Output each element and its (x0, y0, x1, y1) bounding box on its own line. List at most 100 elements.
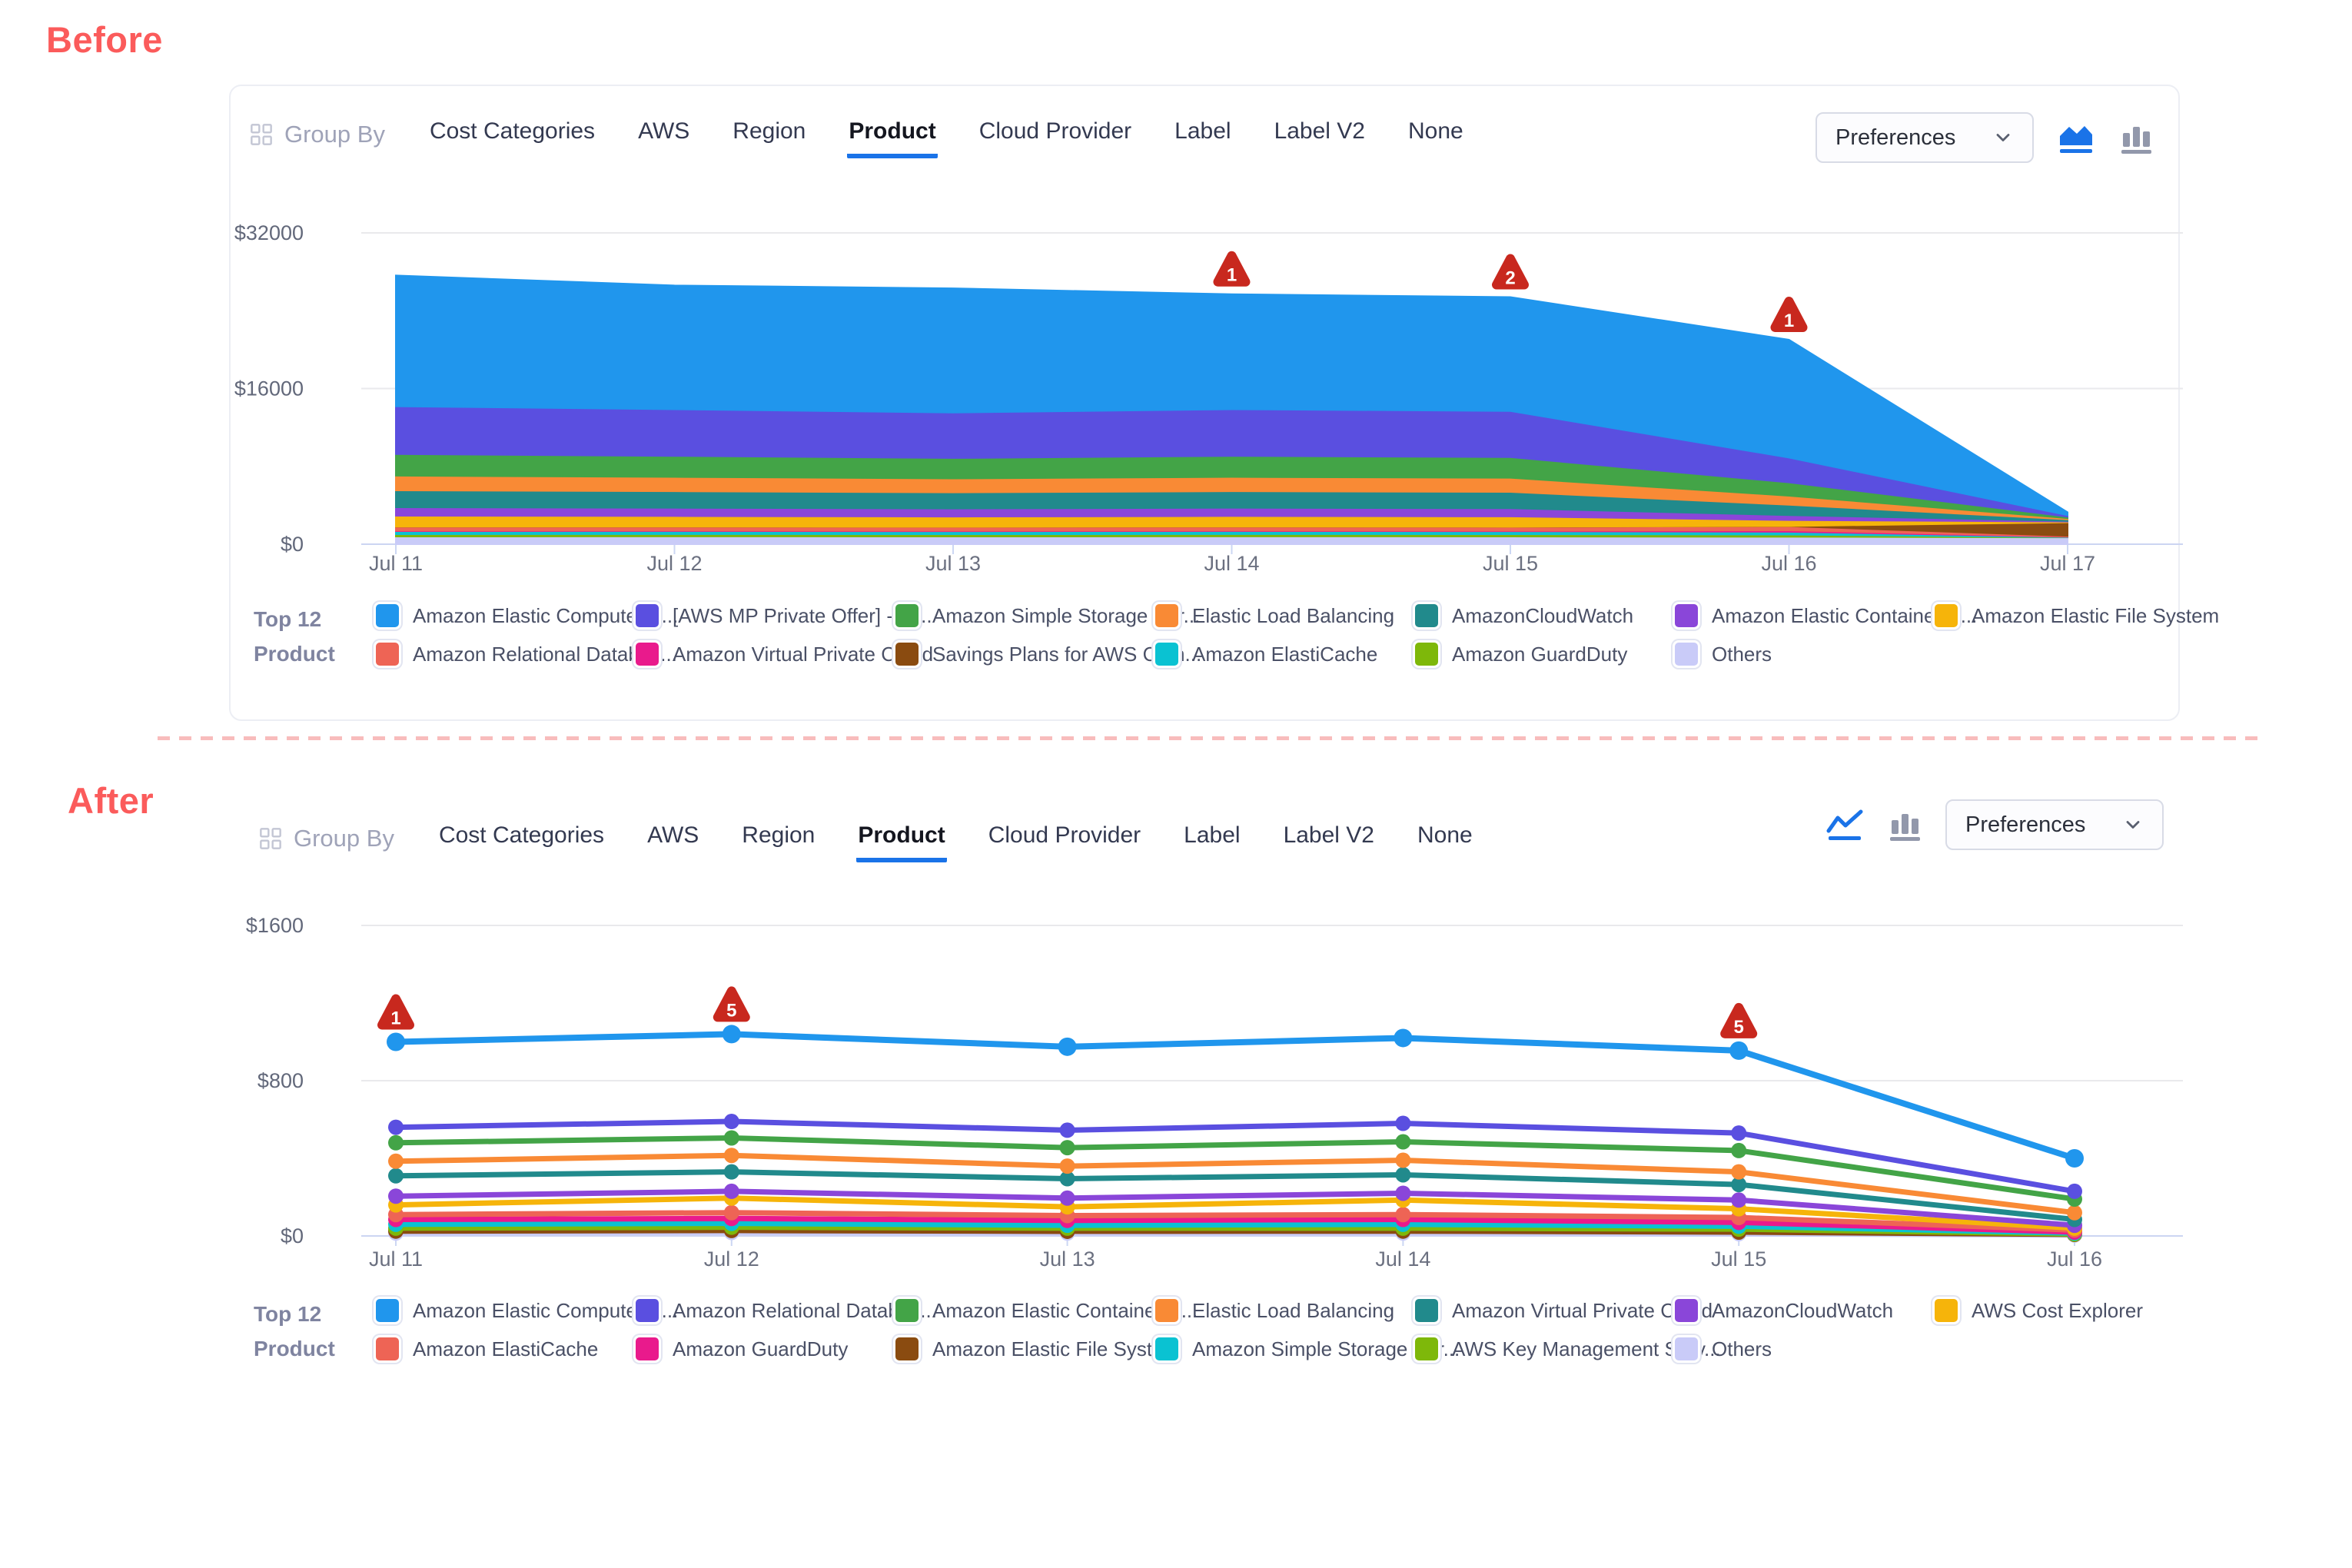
data-point (1731, 1164, 1747, 1180)
legend-item[interactable]: Amazon Simple Storage Ser... (1153, 1335, 1460, 1363)
tab-label[interactable]: Label (1174, 118, 1231, 144)
data-point (1395, 1167, 1411, 1183)
legend-item[interactable]: AWS Cost Explorer (1932, 1297, 2192, 1324)
legend-item[interactable]: Amazon Relational Databas... (633, 1297, 937, 1324)
legend-item[interactable]: Amazon Elastic Compute Cl... (374, 602, 678, 630)
legend-label: [AWS MP Private Offer] - M... (673, 603, 932, 627)
line-series-amazon-relational-databas- (393, 1118, 2078, 1194)
preferences-label: Preferences (1835, 125, 1956, 150)
legend-swatch (1932, 1297, 1960, 1324)
warning-count: 1 (390, 1008, 400, 1029)
x-axis-tick-label: Jul 14 (1204, 552, 1259, 575)
tab-none[interactable]: None (1417, 822, 1473, 848)
legend-item[interactable]: [AWS MP Private Offer] - M... (633, 602, 932, 630)
legend-item[interactable]: Amazon Elastic Container S... (1673, 602, 1977, 630)
bar-chart-icon[interactable] (2118, 121, 2154, 154)
tab-product[interactable]: Product (856, 815, 947, 862)
legend-item[interactable]: AmazonCloudWatch (1413, 602, 1673, 630)
legend-grid: Amazon Elastic Compute Cl... Amazon Relat… (374, 1291, 2192, 1368)
tab-product[interactable]: Product (847, 111, 938, 158)
legend-item[interactable]: AWS Key Management Serv... (1413, 1335, 1721, 1363)
warning-badge[interactable]: 2 (1492, 254, 1529, 290)
legend-item[interactable]: Amazon ElastiCache (1153, 640, 1413, 668)
data-point (388, 1188, 404, 1204)
warning-badge[interactable]: 1 (377, 994, 414, 1030)
legend-label: Amazon Virtual Private Cloud (1452, 1298, 1713, 1322)
legend-item[interactable]: Savings Plans for AWS Com... (893, 640, 1201, 668)
tab-region[interactable]: Region (742, 822, 816, 848)
tab-label-v2[interactable]: Label V2 (1283, 822, 1374, 848)
legend-swatch (1153, 640, 1181, 668)
area-chart-icon[interactable] (2057, 121, 2095, 154)
legend-swatch (1673, 602, 1700, 630)
line-series-amazon-virtual-private-cloud (393, 1169, 2078, 1223)
warning-badge[interactable]: 1 (1213, 251, 1251, 287)
bar-chart-icon[interactable] (1887, 808, 1922, 842)
legend-item[interactable]: Amazon Relational Databas... (374, 640, 677, 668)
area-series-amazon-elastic-compute-cl- (395, 274, 2068, 517)
legend-item[interactable]: Amazon ElastiCache (374, 1335, 633, 1363)
legend-item[interactable]: Amazon Elastic File System (1932, 602, 2219, 630)
legend-label: Elastic Load Balancing (1192, 1298, 1395, 1322)
data-point (723, 1148, 739, 1164)
tab-cloud-provider[interactable]: Cloud Provider (988, 822, 1141, 848)
group-by-tabs: Cost Categories AWS Region Product Cloud Pro… (437, 815, 1474, 862)
data-point (2065, 1149, 2084, 1168)
tab-label-v2[interactable]: Label V2 (1274, 118, 1365, 144)
x-axis-tick-label: Jul 11 (369, 1247, 423, 1271)
warning-badge[interactable]: 5 (1720, 1002, 1758, 1038)
tab-aws[interactable]: AWS (638, 118, 690, 144)
warning-triangle (1770, 296, 1808, 332)
x-axis-tick-label: Jul 13 (1040, 1247, 1095, 1271)
data-point (1395, 1207, 1411, 1223)
x-axis-tick-label: Jul 12 (704, 1247, 759, 1271)
preferences-dropdown[interactable]: Preferences (1815, 112, 2034, 163)
legend-item[interactable]: Amazon Elastic Compute Cl... (374, 1297, 678, 1324)
legend-item[interactable]: Others (1673, 640, 1932, 668)
tab-region[interactable]: Region (733, 118, 806, 144)
warning-triangle (1720, 1002, 1758, 1038)
warning-badge[interactable]: 5 (713, 986, 750, 1022)
warning-triangle (377, 994, 414, 1030)
legend-item[interactable]: Amazon GuardDuty (633, 1335, 893, 1363)
tab-label[interactable]: Label (1184, 822, 1241, 848)
legend-swatch (1673, 1297, 1700, 1324)
preferences-dropdown[interactable]: Preferences (1945, 799, 2164, 850)
legend-swatch (1413, 1335, 1440, 1363)
legend-item[interactable]: Amazon Virtual Private Cloud (1413, 1297, 1713, 1324)
legend-item[interactable]: Amazon Elastic File System (893, 1335, 1180, 1363)
line-chart-icon[interactable] (1825, 808, 1864, 842)
legend-item[interactable]: Amazon GuardDuty (1413, 640, 1673, 668)
legend-item[interactable]: Amazon Virtual Private Cloud (633, 640, 933, 668)
data-point (1059, 1140, 1075, 1156)
warning-badge[interactable]: 1 (1770, 296, 1808, 332)
x-axis-tick-label: Jul 16 (1761, 552, 1816, 575)
legend-item[interactable]: Amazon Simple Storage Ser... (893, 602, 1200, 630)
data-point (1395, 1152, 1411, 1168)
legend-item[interactable]: Elastic Load Balancing (1153, 1297, 1413, 1324)
legend-swatch (633, 1297, 661, 1324)
tab-cloud-provider[interactable]: Cloud Provider (978, 118, 1132, 144)
tab-cost-categories[interactable]: Cost Categories (438, 822, 605, 848)
y-axis-tick-label: $0 (281, 533, 304, 556)
legend-swatch (1673, 1335, 1700, 1363)
data-point (1059, 1158, 1075, 1174)
legend-item[interactable]: Amazon Elastic Container S... (893, 1297, 1198, 1324)
legend-grid: Amazon Elastic Compute Cl... [AWS MP Priv… (374, 596, 2219, 673)
data-point (1395, 1185, 1411, 1201)
legend-item[interactable]: AmazonCloudWatch (1673, 1297, 1932, 1324)
data-point (1059, 1122, 1075, 1138)
legend-label: Others (1712, 642, 1772, 666)
legend-item[interactable]: Others (1673, 1335, 1932, 1363)
warning-count: 2 (1505, 268, 1515, 289)
after-toolbar: Group By Cost Categories AWS Region Product… (258, 812, 1474, 865)
tab-aws[interactable]: AWS (647, 822, 699, 848)
tab-cost-categories[interactable]: Cost Categories (429, 118, 596, 144)
legend-swatch (1673, 640, 1700, 668)
data-point (388, 1153, 404, 1169)
before-legend: Top 12 Product Amazon Elastic Compute Cl… (254, 596, 2219, 673)
x-axis-tick-label: Jul 11 (369, 552, 423, 575)
legend-item[interactable]: Elastic Load Balancing (1153, 602, 1413, 630)
tab-none[interactable]: None (1408, 118, 1463, 144)
data-point (2067, 1204, 2082, 1221)
